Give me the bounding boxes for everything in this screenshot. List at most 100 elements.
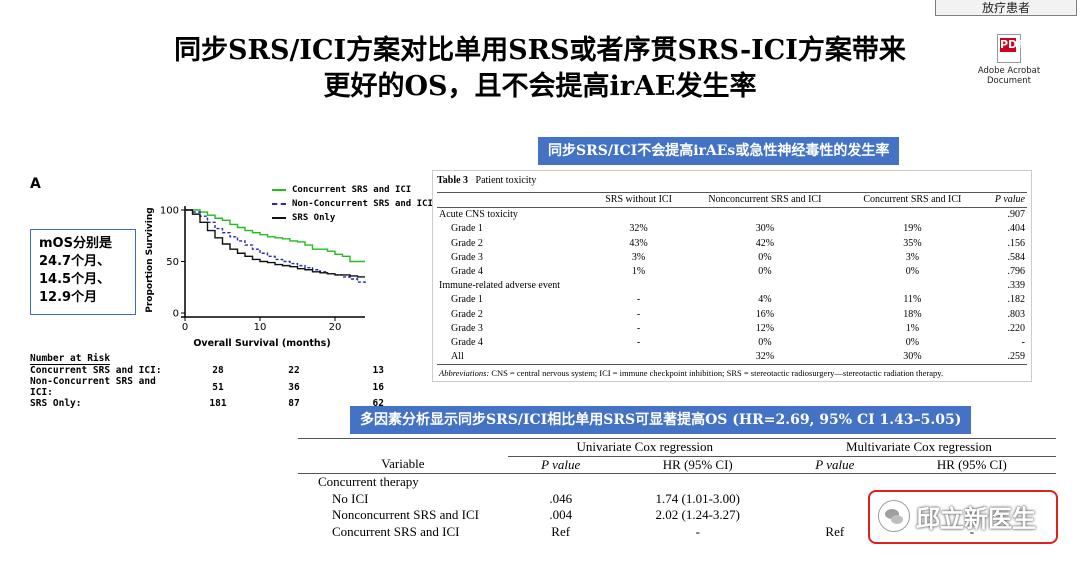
- table3-cell: [686, 208, 844, 223]
- cox-row: Concurrent SRS and ICI Ref - Ref -: [298, 524, 1056, 541]
- legend-item-srs-only: SRS Only: [272, 211, 433, 225]
- cox-col-p: P value: [815, 456, 855, 472]
- table3-row: Immune-related adverse event .339: [437, 279, 1027, 293]
- table3-cell: 18%: [903, 308, 922, 320]
- table3-cell: 0%: [758, 266, 772, 278]
- table3-row: Grade 2 43% 42% 35% .156: [437, 237, 1027, 251]
- cox-uhr: -: [695, 523, 700, 539]
- table3-row-label: Grade 1: [451, 223, 483, 235]
- mos-callout: mOS分别是 24.7个月、 14.5个月、 12.9个月: [30, 229, 136, 315]
- table3-cell: 12%: [755, 322, 775, 334]
- table3-cell: -: [636, 294, 641, 306]
- abbr-text: CNS = central nervous system; ICI = immu…: [491, 368, 944, 379]
- acrobat-document-icon[interactable]: PDF Adobe Acrobat Document: [976, 34, 1042, 86]
- chart-legend: Concurrent SRS and ICI Non-Concurrent SR…: [272, 183, 433, 225]
- risk-row: Non-Concurrent SRS and ICI: 51 36 16: [30, 376, 384, 398]
- table3-cell: 30%: [755, 223, 775, 235]
- corner-label: 放疗患者: [935, 0, 1077, 16]
- table3-cell: 0%: [905, 266, 920, 278]
- title-line-2: 更好的OS，且不会提高irAE发生率: [323, 71, 757, 102]
- legend-label-concurrent: Concurrent SRS and ICI: [292, 185, 412, 195]
- risk-value: 22: [288, 365, 300, 376]
- table3-label: Table 3: [437, 175, 469, 186]
- watermark: 邱立新医生: [878, 496, 1036, 536]
- table3-cell: [844, 208, 981, 223]
- table3-cell: .259: [1007, 351, 1026, 363]
- risk-value: 51: [212, 381, 224, 393]
- table3-row: Grade 3 - 12% 1% .220: [437, 322, 1027, 336]
- risk-row: SRS Only: 181 87 62: [30, 398, 384, 409]
- risk-value: 36: [288, 381, 300, 393]
- table3-row: Grade 4 1% 0% 0% .796: [437, 265, 1027, 279]
- slide-title: 同步SRS/ICI方案对比单用SRS或者序贯SRS-ICI方案带来 更好的OS，…: [60, 33, 1020, 105]
- x-tick-label: 10: [254, 322, 267, 333]
- acrobat-label-1: Adobe Acrobat: [977, 66, 1041, 76]
- mos-line-2: 24.7个月、: [39, 254, 111, 269]
- table3-row-label: Grade 4: [451, 337, 483, 349]
- table3-cell: 1%: [905, 322, 920, 334]
- table3-cell: .803: [1007, 308, 1026, 320]
- risk-label: Concurrent SRS and ICI:: [30, 365, 162, 376]
- table3-cell: 19%: [903, 223, 922, 235]
- cox-col-hr: HR (95% CI): [936, 456, 1007, 472]
- table3-row: Grade 1 - 4% 11% .182: [437, 293, 1027, 307]
- table3-row: Grade 4 - 0% 0% -: [437, 336, 1027, 350]
- risk-label: SRS Only:: [30, 398, 82, 409]
- cox-variable: No ICI: [332, 490, 369, 506]
- table3-caption-row: Table 3 Patient toxicity: [437, 174, 1027, 188]
- table3-header-row: SRS without ICI Nonconcurrent SRS and IC…: [437, 192, 1027, 208]
- table3-cell: 0%: [905, 337, 920, 349]
- watermark-text: 邱立新医生: [916, 504, 1036, 533]
- mos-line-3: 14.5个月、: [39, 272, 111, 287]
- table3-cell: 4%: [758, 294, 772, 306]
- table3-cell: .584: [1007, 251, 1026, 263]
- legend-label-srs-only: SRS Only: [292, 213, 336, 223]
- table3-row: All 32% 30% .259: [437, 350, 1027, 365]
- multivariate-banner: 多因素分析显示同步SRS/ICI相比单用SRS可显著提高OS (HR=2.69,…: [350, 406, 972, 434]
- risk-value: 13: [372, 365, 384, 376]
- table3-cell: .339: [1007, 280, 1026, 292]
- cox-variable: Concurrent SRS and ICI: [332, 523, 460, 539]
- risk-row: Concurrent SRS and ICI: 28 22 13: [30, 365, 384, 376]
- panel-label: A: [30, 176, 41, 192]
- table3-cell: 11%: [903, 294, 922, 306]
- cox-up: Ref: [551, 523, 571, 539]
- y-tick-label: 100: [160, 206, 179, 217]
- table3-cell: 16%: [755, 308, 775, 320]
- wechat-icon: [878, 500, 910, 532]
- table3-cell: [686, 279, 844, 293]
- cox-header-row: Variable P value HR (95% CI) P value HR …: [298, 456, 1056, 474]
- cox-regression-table: Univariate Cox regression Multivariate C…: [298, 438, 1056, 553]
- cox-section: Concurrent therapy: [318, 474, 419, 489]
- acrobat-label-2: Document: [986, 76, 1032, 86]
- pdf-icon-mark: PDF: [1000, 38, 1025, 52]
- table3-cell: 42%: [755, 237, 775, 249]
- cox-section-row: Concurrent therapy: [298, 474, 1056, 491]
- table3-row: Grade 2 - 16% 18% .803: [437, 308, 1027, 322]
- table3-row-label: Grade 2: [451, 237, 483, 249]
- table3-cell: 32%: [629, 223, 648, 235]
- cox-up: .004: [549, 507, 573, 522]
- table3-cell: .220: [1007, 322, 1026, 334]
- patient-toxicity-table: Table 3 Patient toxicity SRS without ICI…: [432, 170, 1032, 382]
- table3-cell: [591, 208, 686, 223]
- table3-cell: -: [636, 337, 641, 349]
- table3-cell: 0%: [758, 251, 772, 263]
- y-tick-label: 50: [166, 257, 179, 268]
- table3-row-label: Grade 3: [451, 322, 483, 334]
- table3-col: Concurrent SRS and ICI: [863, 194, 962, 205]
- table3-col: [437, 193, 591, 208]
- number-at-risk-table: Number at Risk Concurrent SRS and ICI: 28…: [30, 353, 384, 409]
- cox-col-hr: HR (95% CI): [662, 456, 733, 472]
- table3-cell: [591, 350, 686, 365]
- table3-cell: 1%: [631, 266, 646, 278]
- risk-value: 181: [209, 398, 227, 409]
- km-series-line-2: [185, 209, 365, 278]
- table3-cell: 3%: [905, 251, 920, 263]
- abbr-label: Abbreviations:: [439, 368, 490, 379]
- risk-value: 62: [372, 398, 384, 409]
- table3-cell: 35%: [903, 237, 922, 249]
- x-axis-label: Overall Survival (months): [193, 338, 330, 348]
- title-line-1: 同步SRS/ICI方案对比单用SRS或者序贯SRS-ICI方案带来: [174, 35, 906, 66]
- x-tick-label: 20: [329, 322, 342, 333]
